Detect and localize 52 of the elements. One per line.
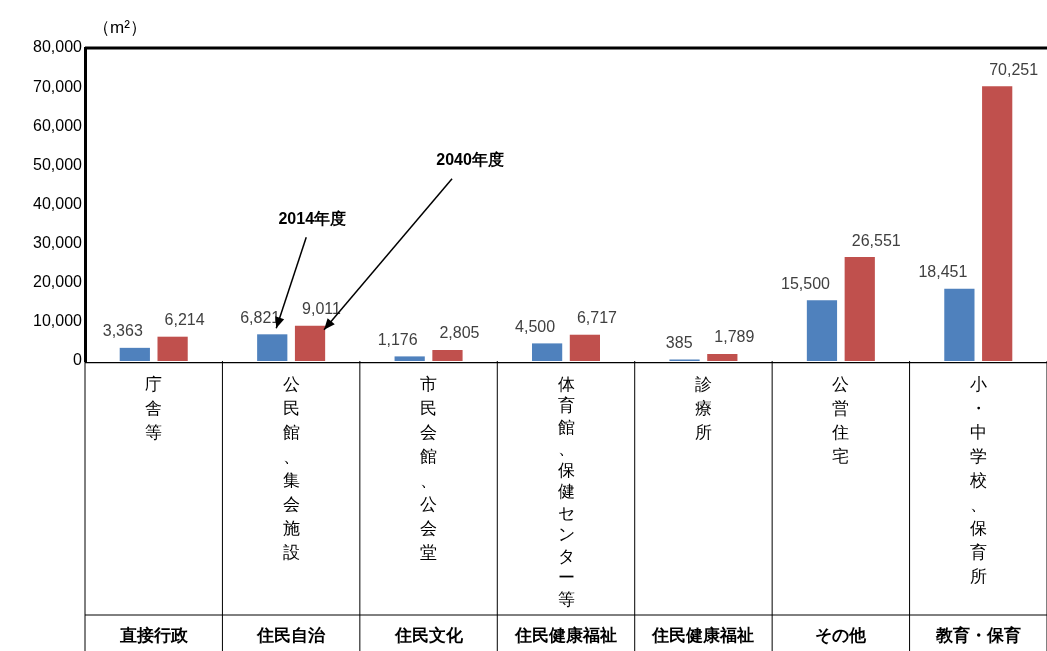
y-tick-label: 40,000 (33, 194, 83, 212)
data-label: 1,789 (714, 328, 755, 346)
data-label: 6,214 (164, 311, 205, 329)
x-tick-label: 公民館、集会施設 (282, 374, 300, 562)
bar (157, 336, 188, 361)
text: 2014年度 (278, 208, 347, 227)
data-label: 3,363 (102, 322, 143, 340)
x-tick-label: 市民会館、公会堂 (420, 374, 438, 562)
bar (257, 334, 288, 361)
bar (294, 325, 326, 361)
text: 直接行政 (118, 625, 189, 645)
data-label: 385 (665, 333, 693, 351)
data-label: 6,717 (576, 309, 618, 327)
y-tick-label: 70,000 (33, 77, 83, 95)
y-tick-label: 50,000 (33, 155, 83, 173)
text: 住民自治 (256, 625, 327, 645)
data-label: 4,500 (515, 317, 556, 335)
data-label: 2,805 (439, 324, 480, 342)
bar (707, 354, 738, 361)
y-tick-label: 20,000 (33, 273, 83, 291)
data-label: 26,551 (851, 231, 901, 249)
bar (432, 350, 463, 361)
text: 住民健康福祉 (514, 625, 617, 645)
bar (982, 86, 1013, 361)
bar (394, 356, 425, 361)
y-tick-label: 30,000 (33, 234, 83, 252)
bar (569, 334, 601, 361)
y-tick-label: 60,000 (33, 116, 83, 134)
y-axis-title: （m²） (93, 17, 147, 37)
data-label: 1,176 (377, 330, 418, 348)
text: 教育・保育 (934, 624, 1021, 645)
x-tick-label: 診療所 (694, 374, 712, 442)
data-label: 15,500 (781, 274, 831, 292)
data-label: 18,451 (918, 263, 968, 281)
y-tick-label: 10,000 (33, 312, 83, 330)
bar (531, 343, 563, 361)
text: その他 (815, 625, 868, 645)
category-label: 体育館、保健センター等 (557, 374, 575, 609)
bar (944, 288, 975, 361)
category-label: 小・中学校、保育所 (969, 374, 987, 586)
x-tick-label: 庁舎等 (145, 374, 163, 442)
x-tick-label: 公営住宅 (831, 374, 850, 466)
data-label: 9,011 (302, 300, 341, 318)
text: 2040年度 (436, 150, 504, 169)
text: 住民文化 (393, 625, 464, 645)
bar (806, 300, 838, 361)
bar (844, 257, 875, 361)
y-tick-label: 0 (73, 351, 83, 369)
bar (119, 347, 150, 361)
text: 住民健康福祉 (651, 625, 755, 645)
y-tick-label: 80,000 (33, 38, 83, 56)
data-label: 70,251 (989, 60, 1039, 78)
